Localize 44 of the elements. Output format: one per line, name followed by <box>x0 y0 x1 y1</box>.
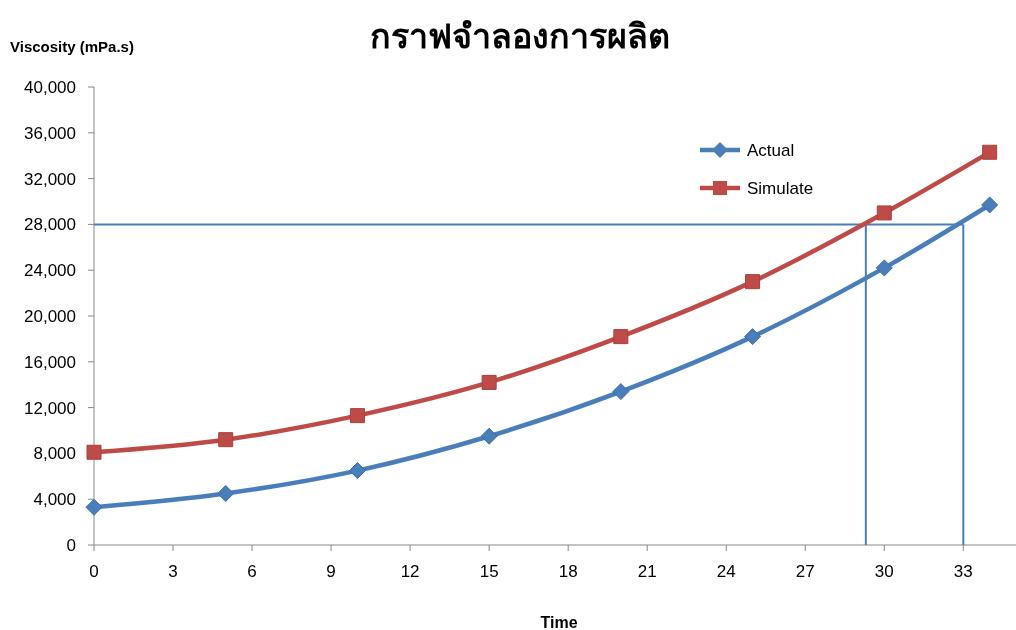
point <box>480 427 498 445</box>
point <box>612 383 630 401</box>
x-tick-label: 0 <box>89 562 99 581</box>
point <box>876 205 892 221</box>
x-tick-label: 18 <box>558 562 578 581</box>
y-tick-label: 4,000 <box>33 490 76 510</box>
y-tick-label: 28,000 <box>24 215 76 235</box>
point <box>613 329 629 345</box>
x-tick-label: 33 <box>953 562 973 581</box>
point <box>348 462 366 480</box>
point <box>85 498 103 516</box>
y-tick-label: 12,000 <box>24 398 76 418</box>
point <box>745 274 761 290</box>
chart-title: กราฟจำลองการผลิต <box>370 17 670 55</box>
x-tick-label: 12 <box>400 562 420 581</box>
point <box>875 259 893 277</box>
y-tick-label: 20,000 <box>24 306 76 326</box>
y-tick-label: 36,000 <box>24 123 76 143</box>
y-tick-label: 0 <box>66 535 76 555</box>
legend-label: Actual <box>747 140 795 160</box>
y-axis-title: Viscosity (mPa.s) <box>10 38 134 55</box>
point <box>481 374 497 390</box>
x-tick-label: 27 <box>795 562 815 581</box>
point <box>981 196 999 214</box>
x-tick-label: 6 <box>247 562 257 581</box>
x-axis-title: Time <box>540 614 578 630</box>
y-tick-label: 40,000 <box>24 77 76 97</box>
x-tick-label: 9 <box>326 562 336 581</box>
x-tick-label: 15 <box>479 562 499 581</box>
y-tick-label: 16,000 <box>24 352 76 372</box>
y-tick-label: 8,000 <box>33 444 76 464</box>
x-tick-label: 30 <box>874 562 894 581</box>
point <box>349 408 365 424</box>
point <box>982 144 998 160</box>
legend-label: Simulate <box>747 178 814 198</box>
point <box>217 484 235 502</box>
x-tick-label: 21 <box>637 562 657 581</box>
x-tick-label: 24 <box>716 562 736 581</box>
y-tick-label: 32,000 <box>24 169 76 189</box>
x-tick-label: 3 <box>168 562 178 581</box>
y-tick-label: 24,000 <box>24 261 76 281</box>
point <box>218 432 234 448</box>
point <box>86 444 102 460</box>
point <box>744 328 762 346</box>
